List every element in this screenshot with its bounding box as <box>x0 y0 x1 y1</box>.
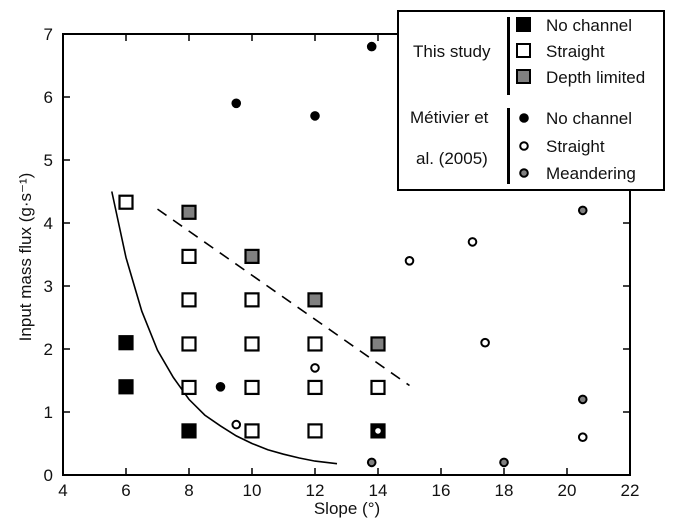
point-straight-square <box>244 379 260 396</box>
point-depth-limited-square <box>181 204 197 220</box>
x-tick-label: 14 <box>369 481 388 500</box>
point-no-channel-circle <box>310 111 320 121</box>
point-depth-limited-square <box>307 292 323 308</box>
legend-marker-depth-limited-square <box>516 69 531 84</box>
legend-group-bracket-this-study <box>507 17 510 95</box>
dashed-boundary-line <box>157 208 410 387</box>
point-straight-circle <box>310 363 320 373</box>
point-straight-square <box>244 292 260 308</box>
point-meandering-circle <box>577 205 588 216</box>
x-tick-label: 22 <box>621 481 640 500</box>
point-no-channel-square <box>118 335 134 351</box>
y-tick-label: 2 <box>44 340 53 359</box>
x-tick-label: 8 <box>184 481 193 500</box>
legend-entry-meandering: Meandering <box>546 164 636 183</box>
point-no-channel-circle <box>231 98 242 109</box>
legend-entry-straight-circle: Straight <box>546 137 605 156</box>
legend-entry-straight: Straight <box>546 42 605 61</box>
x-tick-label: 10 <box>243 481 262 500</box>
point-meandering-circle <box>577 394 588 405</box>
y-tick-label: 6 <box>44 88 53 107</box>
legend-marker-no-channel-circle <box>519 113 529 123</box>
x-tick-label: 4 <box>58 481 67 500</box>
point-straight-square <box>181 379 197 396</box>
point-straight-square <box>181 292 197 308</box>
legend: This study No channel Straight Depth lim… <box>397 10 665 191</box>
point-depth-limited-square <box>244 248 260 264</box>
point-meandering-circle <box>366 457 377 468</box>
legend-marker-no-channel-square <box>516 17 531 32</box>
point-straight-square <box>307 336 323 352</box>
x-tick-label: 20 <box>558 481 577 500</box>
point-straight-square <box>244 423 260 439</box>
legend-marker-straight-circle <box>519 141 529 151</box>
x-axis-title: Slope (°) <box>314 499 380 518</box>
y-tick-label: 1 <box>44 403 53 422</box>
reference-lines <box>111 191 410 465</box>
x-tick-label: 12 <box>306 481 325 500</box>
y-axis-title: Input mass flux (g·s⁻¹) <box>16 173 35 342</box>
legend-marker-straight-square <box>516 43 531 58</box>
point-depth-limited-square <box>370 336 386 352</box>
point-no-channel-square <box>181 423 197 439</box>
point-no-channel-circle <box>366 41 377 52</box>
point-straight-square <box>370 379 386 396</box>
legend-marker-meandering-circle <box>519 168 529 178</box>
legend-box <box>397 10 665 191</box>
point-meandering-circle <box>499 457 509 468</box>
point-straight-square <box>181 248 197 264</box>
solid-boundary-curve <box>111 191 338 465</box>
point-straight-circle <box>404 256 415 266</box>
point-straight-circle <box>467 237 478 247</box>
point-straight-square <box>244 336 260 352</box>
point-straight-square <box>307 379 323 396</box>
legend-entry-no-channel-circle: No channel <box>546 109 632 128</box>
point-no-channel-square <box>118 379 134 395</box>
legend-group-label-metivier-line1: Métivier et <box>410 108 489 127</box>
plot-area-frame <box>62 33 631 476</box>
y-tick-label: 5 <box>44 151 53 170</box>
x-tick-label: 18 <box>495 481 514 500</box>
x-tick-label: 16 <box>432 481 451 500</box>
y-tick-label: 7 <box>44 25 53 44</box>
legend-group-label-this-study: This study <box>413 42 491 61</box>
x-tick-label: 6 <box>121 481 130 500</box>
point-no-channel-circle <box>215 382 226 392</box>
legend-group-label-metivier-line2: al. (2005) <box>416 149 488 168</box>
y-tick-label: 3 <box>44 277 53 296</box>
y-tick-label: 4 <box>44 214 53 233</box>
y-tick-label: 0 <box>44 466 53 485</box>
point-straight-square <box>118 194 134 210</box>
point-straight-square <box>181 336 197 352</box>
point-straight-circle <box>577 432 588 443</box>
data-points <box>118 41 588 468</box>
point-straight-circle <box>231 419 242 430</box>
legend-entry-no-channel: No channel <box>546 16 632 35</box>
point-straight-circle <box>480 337 490 348</box>
legend-group-bracket-metivier <box>507 108 510 184</box>
legend-entry-depth-limited: Depth limited <box>546 68 645 87</box>
point-straight-circle <box>373 426 383 436</box>
point-straight-square <box>307 423 323 439</box>
